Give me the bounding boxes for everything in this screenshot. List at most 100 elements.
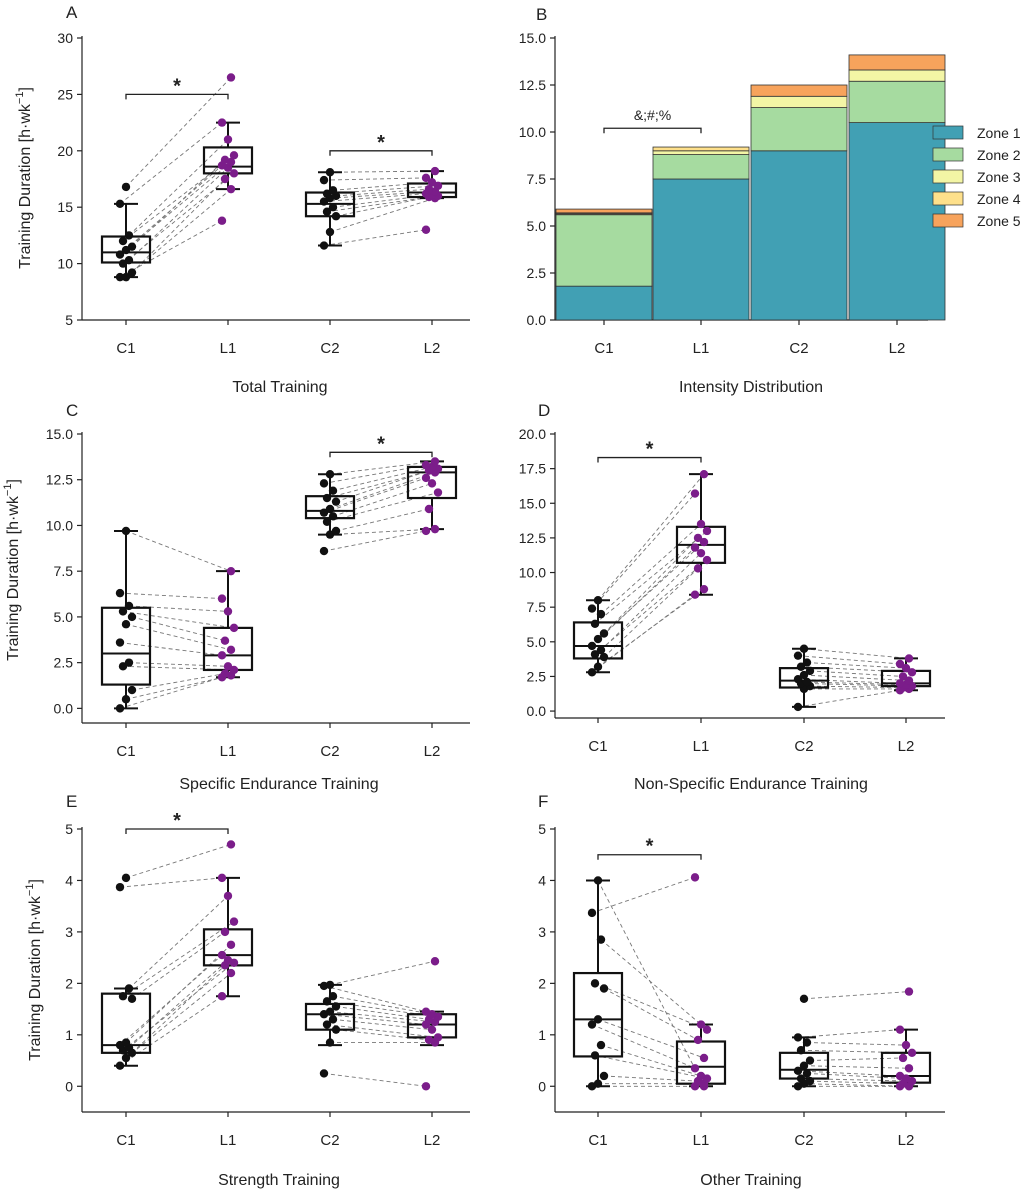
panel-label-e: E (66, 792, 77, 811)
pair-connector (600, 939, 702, 1025)
y-tick-label: 1 (65, 1027, 73, 1043)
pair-connector (119, 954, 223, 1046)
bar-segment (750, 107, 848, 152)
panel-label-f: F (538, 792, 548, 811)
y-axis-label-c: Training Duration [h·wk−1] (2, 479, 22, 661)
pair-connector (603, 568, 699, 658)
y-tick-label: 0 (65, 1078, 73, 1094)
data-point (115, 272, 125, 282)
data-point (802, 1038, 812, 1047)
data-point (220, 174, 230, 184)
legend-label: Zone 4 (977, 191, 1021, 207)
data-point (430, 524, 440, 534)
legend-swatch (932, 213, 964, 228)
x-tick-label: C2 (320, 340, 339, 357)
data-point (319, 1069, 329, 1078)
data-point (793, 651, 803, 660)
data-point (421, 173, 431, 183)
pair-connector (600, 523, 702, 615)
data-point (799, 994, 809, 1003)
data-point (430, 457, 440, 466)
pair-connector (803, 674, 910, 682)
data-point (322, 517, 332, 526)
data-point (229, 917, 239, 926)
data-point (433, 488, 443, 497)
data-point (328, 992, 338, 1001)
y-axis-label-a: Training Duration [h·wk−1] (14, 87, 34, 269)
data-point (115, 882, 125, 892)
data-point (325, 980, 335, 990)
pair-connector (119, 676, 223, 709)
pair-connector (122, 921, 235, 997)
y-tick-label: 0.0 (527, 312, 547, 328)
data-point (229, 151, 239, 160)
pair-connector (128, 895, 229, 989)
data-point (421, 1007, 431, 1016)
pair-connector (591, 1024, 696, 1069)
x-tick-label: L1 (693, 1132, 710, 1149)
pair-connector (803, 648, 910, 659)
significance-label: * (173, 810, 181, 832)
pair-connector (131, 616, 226, 642)
data-point (127, 242, 137, 251)
significance-label: * (377, 433, 385, 455)
data-point (802, 677, 812, 687)
pair-connector (329, 528, 436, 536)
data-point (424, 504, 434, 514)
data-point (115, 638, 125, 647)
data-point (599, 1071, 609, 1081)
pair-connector (125, 530, 232, 572)
x-tick-label: L2 (898, 738, 915, 755)
pair-connector (323, 177, 427, 181)
data-point (799, 670, 809, 680)
pair-connector (591, 493, 696, 609)
data-point (118, 236, 128, 246)
data-point (895, 659, 905, 669)
data-point (693, 564, 703, 573)
y-tick-label: 15.0 (519, 495, 546, 511)
x-tick-label: C1 (588, 738, 607, 755)
data-point (793, 675, 803, 684)
data-point (121, 695, 131, 704)
bar-segment (652, 150, 750, 155)
significance-bracket (329, 150, 433, 156)
data-point (115, 250, 125, 259)
data-point (799, 644, 809, 653)
x-tick-label: C1 (116, 340, 135, 357)
pair-connector (600, 552, 702, 651)
data-point (904, 654, 914, 663)
significance-bracket (125, 93, 229, 100)
y-tick-label: 0.0 (54, 700, 74, 716)
legend-label: Zone 1 (977, 125, 1021, 141)
data-point (590, 650, 600, 659)
data-point (696, 1071, 706, 1081)
data-point (127, 685, 137, 695)
data-point (702, 555, 712, 565)
data-point (217, 651, 227, 660)
data-point (217, 216, 227, 225)
pair-connector (335, 188, 430, 197)
data-point (421, 1082, 431, 1091)
pair-connector (803, 1083, 910, 1087)
pair-connector (326, 1024, 439, 1038)
pair-connector (809, 685, 904, 688)
data-point (593, 634, 603, 644)
data-point (693, 1035, 703, 1045)
y-tick-label: 7.5 (527, 599, 547, 615)
data-point (904, 987, 914, 996)
pair-connector (597, 880, 705, 1087)
pair-connector (594, 530, 708, 625)
data-point (802, 658, 812, 667)
pair-connector (329, 197, 436, 233)
data-point (220, 155, 230, 165)
data-point (596, 1040, 606, 1050)
y-tick-label: 2 (538, 975, 546, 991)
pair-connector (597, 541, 705, 640)
x-tick-label: L1 (220, 743, 237, 760)
data-point (229, 623, 239, 633)
data-point (121, 272, 131, 282)
data-point (427, 479, 437, 488)
pair-connector (128, 167, 229, 261)
data-point (898, 1053, 908, 1063)
data-point (699, 469, 709, 479)
